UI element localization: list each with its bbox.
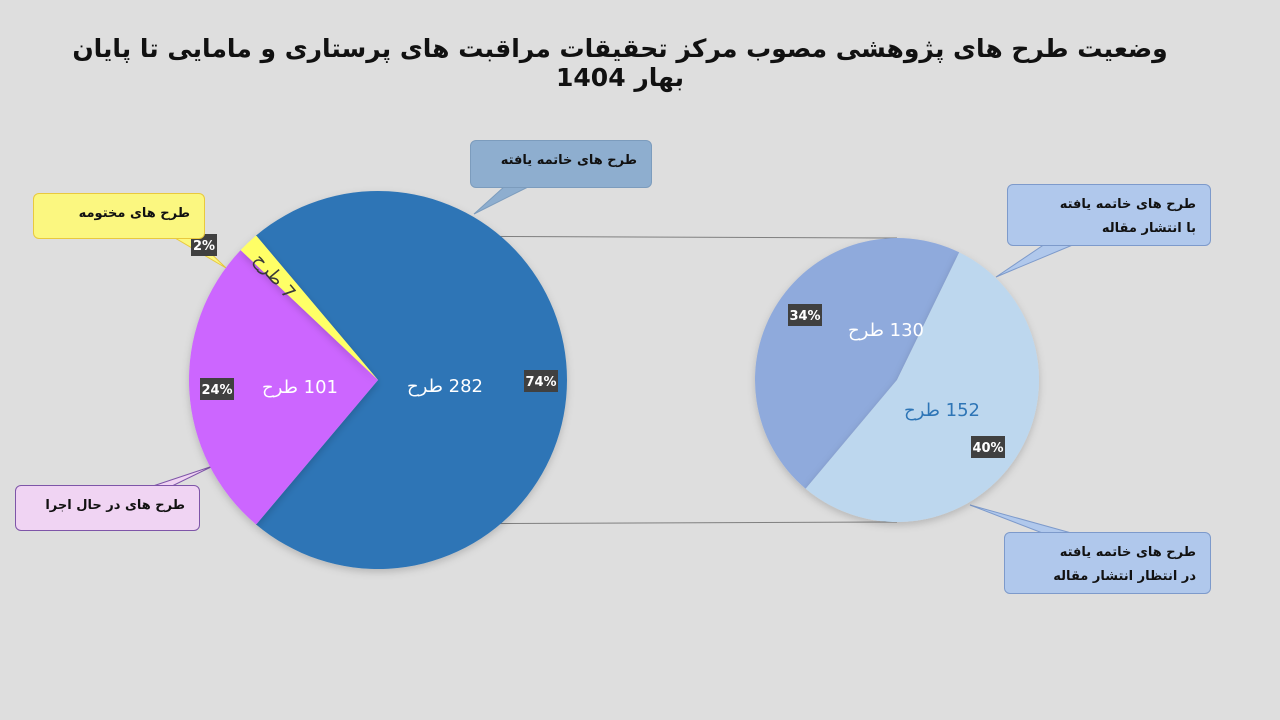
percent-label-completed: 74% [524,370,558,392]
percent-label-running: 24% [200,378,234,400]
callout-closed: طرح های مختومه [33,193,205,239]
breakdown-pie [755,238,1039,522]
callout-running: طرح های در حال اجرا [15,485,200,531]
pointer-published [995,243,1076,278]
value-label-published: 130 طرح [848,320,924,341]
callout-completed: طرح های خاتمه یافته [470,140,652,188]
value-label-pending: 152 طرح [904,400,980,421]
value-label-running: 101 طرح [262,377,338,398]
value-label-completed: 282 طرح [407,376,483,397]
pie-slice-completed [256,191,567,569]
percent-label-pending: 40% [971,436,1005,458]
svg-text:74%: 74% [525,375,556,390]
chart-title: وضعیت طرح های پژوهشی مصوب مرکز تحقیقات م… [72,34,1168,92]
callout-published: طرح های خاتمه یافته با انتشار مقاله [1007,184,1211,246]
main-pie [188,191,567,569]
percent-label-closed: 2% [191,234,217,256]
svg-text:34%: 34% [789,309,820,324]
pie-slice-published [755,238,960,489]
svg-text:2%: 2% [193,239,215,254]
pie-slice-closed [240,235,378,380]
pointer-running [149,465,214,488]
svg-text:40%: 40% [972,441,1003,456]
pointer-pending [969,504,1076,535]
callout-pending: طرح های خاتمه یافته در انتظار انتشار مقا… [1004,532,1211,594]
svg-text:24%: 24% [201,383,232,398]
pie-slice-running [188,250,378,525]
pointer-completed [473,185,531,215]
percent-label-published: 34% [788,304,822,326]
